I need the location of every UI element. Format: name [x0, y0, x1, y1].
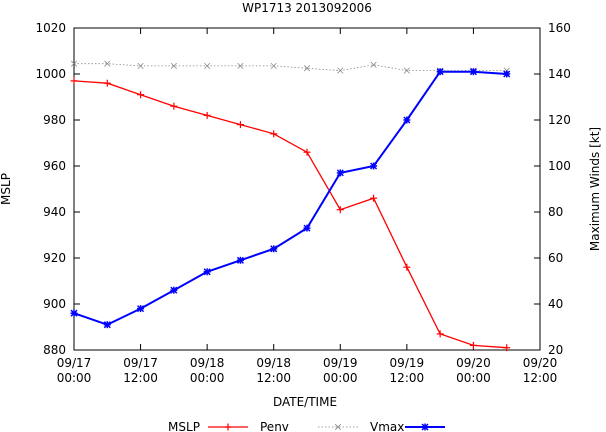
x-tick-label-time: 00:00	[57, 371, 92, 385]
y-axis-left-label: MSLP	[0, 173, 13, 205]
data-point-vmax	[170, 62, 177, 70]
series-line-penv	[73, 80, 507, 349]
data-point-vmax	[70, 60, 78, 67]
data-point-vmax	[104, 60, 111, 67]
data-point-wind	[203, 268, 211, 276]
data-point-wind	[270, 245, 278, 253]
data-point-vmax	[137, 62, 144, 70]
y-right-tick-label: 20	[548, 343, 563, 357]
data-point-wind	[436, 68, 444, 76]
data-point-wind	[236, 256, 244, 264]
plot-frame	[73, 27, 541, 351]
y-left-tick-label: 900	[43, 297, 66, 311]
data-point-vmax	[237, 62, 244, 70]
y-left-tick-label: 980	[43, 113, 66, 127]
legend-label-vmax: Vmax	[370, 420, 404, 432]
data-point-wind	[137, 305, 145, 313]
data-point-penv	[303, 148, 311, 156]
y-right-tick-label: 160	[548, 21, 571, 35]
data-point-wind	[469, 68, 477, 76]
data-point-penv	[503, 344, 511, 352]
data-point-penv	[270, 130, 278, 138]
data-point-vmax	[370, 61, 377, 68]
x-tick-label-time: 00:00	[456, 371, 491, 385]
x-tick-label-date: 09/17	[123, 356, 158, 370]
y-left-tick-label: 940	[43, 205, 66, 219]
y-right-tick-label: 80	[548, 205, 563, 219]
legend-title: MSLP	[168, 420, 200, 432]
x-tick-label-time: 12:00	[256, 371, 291, 385]
x-tick-label-date: 09/19	[323, 356, 358, 370]
x-tick-label-date: 09/18	[190, 356, 225, 370]
data-point-vmax	[303, 65, 311, 72]
x-tick-label-date: 09/17	[57, 356, 92, 370]
y-axis-right-label: Maximum Winds [kt]	[588, 127, 602, 251]
x-tick-label-time: 00:00	[190, 371, 225, 385]
y-right-tick-label: 100	[548, 159, 571, 173]
data-point-penv	[436, 330, 444, 338]
data-point-penv	[469, 341, 477, 349]
legend-marker-penv	[224, 423, 232, 431]
legend-marker-wind	[421, 423, 429, 431]
data-point-penv	[203, 111, 211, 119]
data-point-vmax	[270, 62, 277, 70]
x-tick-label-date: 09/19	[390, 356, 425, 370]
data-point-penv	[103, 79, 111, 87]
x-tick-label-date: 09/20	[523, 356, 558, 370]
x-tick-label-date: 09/20	[456, 356, 491, 370]
data-point-vmax	[337, 67, 344, 74]
x-tick-label-time: 12:00	[123, 371, 158, 385]
y-left-tick-label: 1020	[35, 21, 66, 35]
y-right-tick-label: 120	[548, 113, 571, 127]
y-left-tick-label: 880	[43, 343, 66, 357]
data-point-wind	[303, 224, 311, 232]
data-point-vmax	[403, 67, 410, 74]
data-point-penv	[403, 263, 411, 271]
x-tick-label-time: 12:00	[390, 371, 425, 385]
data-point-wind	[336, 169, 344, 177]
data-point-penv	[170, 102, 178, 110]
x-axis-label: DATE/TIME	[273, 395, 337, 409]
legend-label-penv: Penv	[260, 420, 289, 432]
x-tick-label-time: 00:00	[323, 371, 358, 385]
data-point-wind	[103, 321, 111, 329]
data-point-wind	[170, 286, 178, 294]
legend-marker-vmax	[334, 423, 342, 431]
y-right-tick-label: 60	[548, 251, 563, 265]
data-point-penv	[70, 77, 78, 85]
data-point-penv	[336, 206, 344, 214]
data-point-wind	[70, 309, 78, 317]
y-right-tick-label: 140	[548, 67, 571, 81]
x-tick-label-date: 09/18	[256, 356, 291, 370]
x-tick-label-time: 12:00	[523, 371, 558, 385]
data-point-penv	[370, 194, 378, 202]
data-point-wind	[503, 70, 511, 78]
data-point-wind	[370, 162, 378, 170]
y-left-tick-label: 920	[43, 251, 66, 265]
series-line-wind	[73, 70, 507, 326]
y-left-tick-label: 1000	[35, 67, 66, 81]
y-right-tick-label: 40	[548, 297, 563, 311]
data-point-penv	[137, 91, 145, 99]
data-point-vmax	[204, 62, 211, 70]
y-left-tick-label: 960	[43, 159, 66, 173]
data-point-penv	[236, 121, 244, 129]
series-line-vmax	[74, 63, 507, 72]
chart-title: WP1713 2013092006	[242, 1, 372, 15]
data-point-wind	[403, 116, 411, 124]
